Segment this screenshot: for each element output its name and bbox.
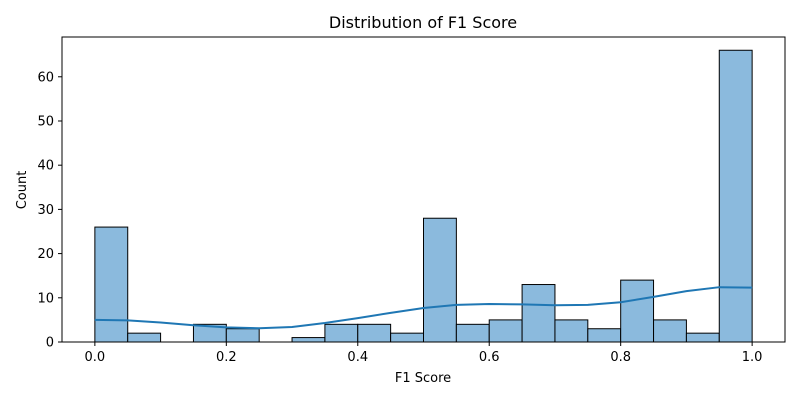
histogram-bar [390,332,424,343]
x-tick-label: 0.6 [479,350,500,365]
plot-frame [61,36,786,343]
histogram-bar [685,332,720,343]
histogram-bar [127,332,162,343]
histogram-bar [587,328,622,343]
histogram-bar [455,323,490,343]
histogram-bar [554,319,589,343]
histogram-bar [225,328,260,343]
histogram-bar [620,279,655,343]
chart-title: Distribution of F1 Score [329,13,517,32]
y-axis: 0 10 20 30 40 50 60 [37,70,62,351]
y-tick-label: 10 [37,291,54,306]
y-tick-label: 30 [37,203,54,218]
y-tick-label: 50 [37,114,54,129]
histogram-bar [653,319,687,343]
kde-curve [94,286,753,330]
x-axis-label: F1 Score [395,371,451,386]
x-axis: 0.0 0.2 0.4 0.6 0.8 1.0 [85,342,763,365]
x-tick-label: 0.8 [610,350,631,365]
y-axis-label: Count [15,171,30,210]
histogram-bar [488,319,523,343]
y-tick-label: 60 [37,70,54,85]
y-tick-label: 40 [37,159,54,174]
x-tick-label: 0.0 [85,350,106,365]
histogram-bar [357,323,392,343]
histogram-bar [324,323,359,343]
histogram-bar [423,217,457,343]
x-tick-label: 0.2 [216,350,237,365]
histogram-bar [291,337,326,343]
bars-group [94,49,753,343]
x-tick-label: 0.4 [347,350,368,365]
histogram-bar [521,284,556,343]
histogram-bar [718,49,753,343]
y-tick-label: 0 [46,336,54,351]
histogram-bar [94,226,129,343]
x-tick-label: 1.0 [742,350,763,365]
y-tick-label: 20 [37,247,54,262]
